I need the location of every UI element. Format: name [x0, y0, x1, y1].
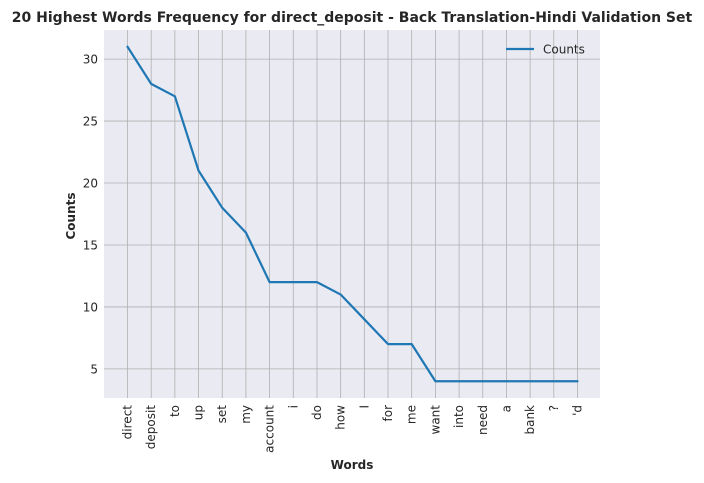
x-tick-label: 'd [571, 405, 585, 416]
x-tick-label: for [381, 405, 395, 422]
x-tick-label: a [499, 405, 513, 412]
y-axis-label: Counts [64, 192, 78, 239]
x-tick-label: do [310, 405, 324, 420]
grid [104, 30, 600, 398]
y-tick-label: 30 [83, 53, 98, 67]
x-tick-label: bank [523, 405, 537, 435]
x-tick-label: i [286, 405, 300, 408]
legend: Counts [506, 43, 585, 57]
chart-title: 20 Highest Words Frequency for direct_de… [12, 10, 693, 26]
y-tick-label: 15 [83, 238, 98, 252]
x-axis-label: Words [331, 458, 374, 472]
y-tick-label: 20 [83, 177, 98, 191]
y-tick-label: 10 [83, 300, 98, 314]
y-tick-label: 25 [83, 115, 98, 129]
y-tick-label: 5 [90, 362, 98, 376]
x-tick-label: set [215, 405, 229, 424]
x-tick-label: to [168, 405, 182, 417]
x-tick-label: want [428, 405, 442, 435]
x-tick-label: me [405, 405, 419, 424]
y-axis: 5 10 15 20 25 30 [83, 53, 98, 377]
x-tick-label: deposit [144, 405, 158, 450]
legend-label: Counts [543, 43, 585, 57]
plot-area [104, 30, 600, 398]
x-tick-label: my [239, 405, 253, 424]
x-tick-label: account [263, 405, 277, 453]
x-tick-label: how [334, 405, 348, 430]
x-tick-label: direct [121, 405, 135, 440]
series-line [126, 45, 579, 383]
x-tick-label: ? [547, 405, 561, 411]
x-tick-label: into [452, 405, 466, 428]
x-tick-label: up [192, 405, 206, 420]
x-tick-label: I [357, 405, 371, 409]
x-tick-label: need [476, 405, 490, 435]
